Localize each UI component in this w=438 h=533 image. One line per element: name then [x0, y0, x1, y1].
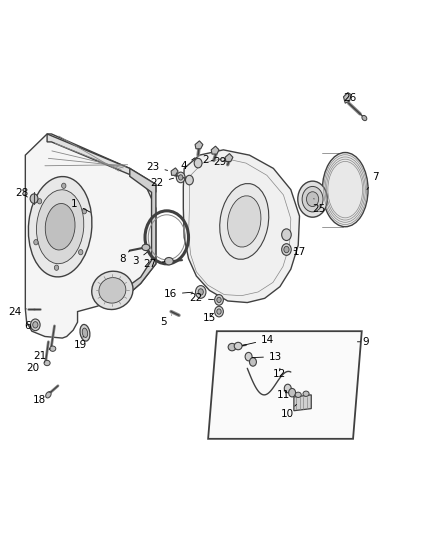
Text: 22: 22	[151, 177, 174, 188]
Ellipse shape	[217, 309, 221, 314]
Ellipse shape	[215, 306, 223, 317]
Ellipse shape	[245, 352, 252, 361]
Ellipse shape	[82, 328, 88, 337]
Ellipse shape	[282, 229, 291, 240]
Text: 3: 3	[132, 252, 147, 266]
Text: 11: 11	[277, 390, 290, 400]
Polygon shape	[184, 150, 300, 303]
Ellipse shape	[215, 295, 223, 305]
Ellipse shape	[227, 196, 261, 247]
Text: 18: 18	[33, 392, 49, 405]
Ellipse shape	[284, 246, 289, 253]
Text: 28: 28	[16, 188, 29, 198]
Ellipse shape	[54, 265, 59, 270]
Ellipse shape	[78, 249, 83, 255]
Ellipse shape	[284, 384, 291, 393]
Ellipse shape	[80, 325, 90, 341]
Text: 4: 4	[180, 158, 195, 171]
Ellipse shape	[177, 172, 185, 183]
Text: 25: 25	[312, 199, 326, 214]
Ellipse shape	[295, 392, 301, 398]
Ellipse shape	[282, 244, 291, 255]
Ellipse shape	[185, 175, 193, 185]
Text: 26: 26	[343, 93, 356, 103]
Text: 27: 27	[144, 259, 165, 269]
Text: 22: 22	[190, 293, 214, 303]
Ellipse shape	[303, 391, 309, 397]
Ellipse shape	[45, 204, 75, 250]
Polygon shape	[343, 93, 351, 103]
Polygon shape	[195, 141, 203, 149]
Ellipse shape	[322, 152, 368, 227]
Text: 13: 13	[252, 352, 282, 361]
Text: 10: 10	[281, 405, 297, 419]
Polygon shape	[294, 395, 311, 411]
Polygon shape	[208, 331, 362, 439]
Ellipse shape	[44, 360, 50, 366]
Ellipse shape	[49, 346, 56, 351]
Text: 1: 1	[71, 199, 90, 212]
Ellipse shape	[46, 392, 51, 398]
Ellipse shape	[194, 158, 202, 168]
Text: 17: 17	[293, 247, 306, 257]
Ellipse shape	[195, 286, 206, 298]
Ellipse shape	[31, 319, 40, 330]
Ellipse shape	[92, 271, 133, 310]
Ellipse shape	[234, 342, 242, 350]
Ellipse shape	[34, 239, 38, 245]
Text: 19: 19	[74, 336, 87, 350]
Ellipse shape	[250, 358, 256, 366]
Polygon shape	[225, 154, 233, 161]
Text: 8: 8	[119, 251, 130, 263]
Text: 16: 16	[164, 289, 193, 299]
Polygon shape	[130, 168, 156, 293]
Ellipse shape	[362, 116, 367, 120]
Text: 24: 24	[8, 306, 27, 317]
Text: 5: 5	[160, 315, 172, 327]
Ellipse shape	[99, 278, 126, 303]
Ellipse shape	[82, 208, 87, 214]
Ellipse shape	[142, 244, 150, 251]
Text: 9: 9	[357, 337, 369, 347]
Ellipse shape	[30, 194, 38, 204]
Ellipse shape	[302, 187, 323, 212]
Ellipse shape	[28, 176, 92, 277]
Ellipse shape	[307, 192, 319, 207]
Ellipse shape	[198, 289, 203, 295]
Ellipse shape	[179, 175, 183, 180]
Polygon shape	[211, 146, 219, 154]
Text: 12: 12	[272, 368, 286, 378]
Text: 6: 6	[24, 321, 31, 331]
Ellipse shape	[298, 181, 327, 217]
Ellipse shape	[33, 321, 38, 328]
Ellipse shape	[228, 343, 236, 351]
Ellipse shape	[62, 183, 66, 189]
Ellipse shape	[220, 183, 269, 260]
Text: 23: 23	[146, 162, 168, 172]
Polygon shape	[171, 168, 178, 175]
Polygon shape	[25, 134, 156, 338]
Text: 14: 14	[243, 335, 274, 345]
Ellipse shape	[37, 199, 42, 204]
Text: 7: 7	[367, 172, 379, 190]
Ellipse shape	[36, 190, 84, 264]
Text: 29: 29	[213, 157, 226, 166]
Text: 20: 20	[26, 362, 45, 373]
Text: 2: 2	[202, 156, 213, 165]
Ellipse shape	[165, 257, 173, 265]
Ellipse shape	[289, 389, 296, 397]
Polygon shape	[47, 134, 156, 192]
Text: 15: 15	[203, 313, 216, 324]
Text: 21: 21	[33, 349, 50, 361]
Ellipse shape	[217, 297, 221, 303]
